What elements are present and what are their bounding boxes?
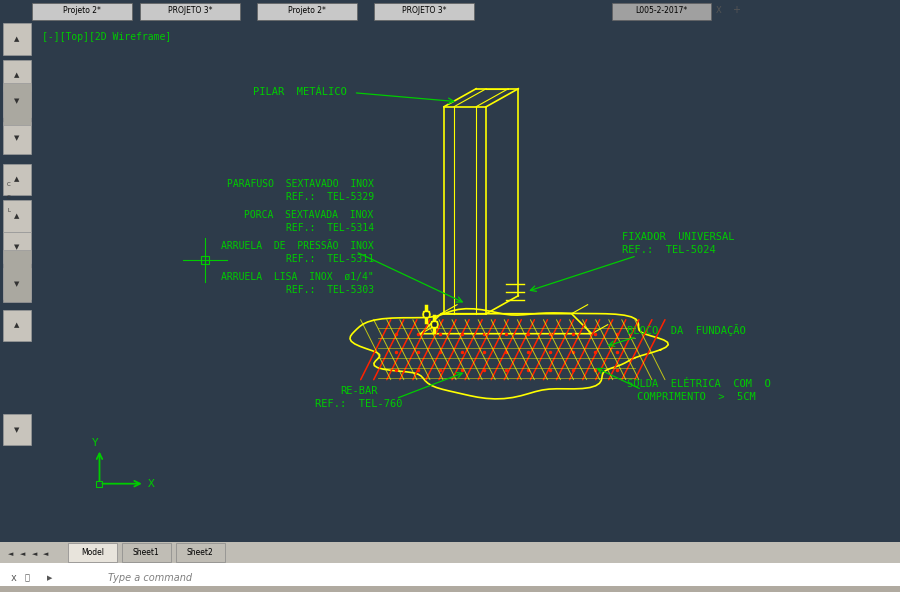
Text: ▲: ▲: [14, 176, 20, 182]
Text: X: X: [716, 6, 721, 15]
Text: ◄: ◄: [20, 551, 25, 557]
Text: ▼: ▼: [14, 281, 20, 287]
Bar: [0, 564, 900, 592]
Text: [-][Top][2D Wireframe]: [-][Top][2D Wireframe]: [42, 32, 172, 41]
Text: PORCA  SEXTAVADA  INOX: PORCA SEXTAVADA INOX: [245, 210, 374, 220]
Text: RE-BAR: RE-BAR: [340, 386, 378, 395]
Text: PROJETO 3*: PROJETO 3*: [167, 6, 212, 15]
Text: ▲: ▲: [14, 36, 20, 42]
Text: Sheet1: Sheet1: [133, 548, 159, 557]
Bar: [4, 268, 31, 300]
Text: ARRUELA  LISA  INOX  ø1/4": ARRUELA LISA INOX ø1/4": [220, 272, 374, 282]
Text: ◄: ◄: [8, 551, 14, 557]
Bar: [4, 83, 31, 125]
Text: Type a command: Type a command: [108, 573, 192, 583]
Text: Sheet2: Sheet2: [187, 548, 213, 557]
Bar: [4, 86, 31, 117]
Text: PARAFUSO  SEXTAVADO  INOX: PARAFUSO SEXTAVADO INOX: [227, 179, 374, 189]
FancyBboxPatch shape: [612, 3, 711, 20]
Bar: [4, 164, 31, 195]
FancyBboxPatch shape: [122, 543, 171, 562]
Text: ▼: ▼: [14, 98, 20, 104]
Bar: [4, 231, 31, 263]
Text: Projeto 2*: Projeto 2*: [63, 6, 101, 15]
Bar: [0, 586, 900, 592]
Text: REF.:  TEL-5329: REF.: TEL-5329: [285, 192, 374, 202]
Bar: [201, 256, 209, 263]
FancyBboxPatch shape: [140, 3, 240, 20]
Text: REF.:  TEL-5311: REF.: TEL-5311: [285, 254, 374, 263]
Text: C: C: [6, 182, 11, 187]
Bar: [96, 481, 103, 487]
Text: PROJETO 3*: PROJETO 3*: [401, 6, 446, 15]
Text: REF.:  TEL-5303: REF.: TEL-5303: [285, 285, 374, 295]
FancyBboxPatch shape: [176, 543, 225, 562]
Text: PILAR  METÁLICO: PILAR METÁLICO: [253, 86, 346, 96]
Text: BLOCO  DA  FUNDAÇÃO: BLOCO DA FUNDAÇÃO: [626, 324, 745, 336]
FancyBboxPatch shape: [256, 3, 357, 20]
Bar: [4, 123, 31, 153]
Text: ▼: ▼: [14, 244, 20, 250]
Text: Model: Model: [81, 548, 104, 557]
Text: ◄: ◄: [43, 551, 49, 557]
Text: ▲: ▲: [14, 72, 20, 78]
Bar: [4, 414, 31, 445]
Text: COMPRIMENTO  >  5CM: COMPRIMENTO > 5CM: [637, 392, 756, 402]
Text: ◄: ◄: [32, 551, 37, 557]
Text: L: L: [7, 208, 10, 213]
FancyBboxPatch shape: [68, 543, 117, 562]
Text: REF.:  TEL-760: REF.: TEL-760: [315, 398, 403, 408]
Text: REF.:  TEL-5024: REF.: TEL-5024: [622, 244, 716, 255]
Text: C: C: [6, 195, 11, 200]
FancyBboxPatch shape: [374, 3, 474, 20]
Text: Y: Y: [92, 437, 98, 448]
Bar: [0, 542, 900, 563]
Bar: [4, 23, 31, 54]
Text: ▶: ▶: [47, 575, 52, 581]
Text: Projeto 2*: Projeto 2*: [288, 6, 326, 15]
Text: ARRUELA  DE  PRESSÃO  INOX: ARRUELA DE PRESSÃO INOX: [220, 241, 374, 250]
Text: ▲: ▲: [14, 323, 20, 329]
Bar: [4, 250, 31, 302]
Text: 🔧: 🔧: [24, 574, 30, 583]
Text: x: x: [11, 573, 16, 583]
Text: SOLDA  ELÉTRICA  COM  O: SOLDA ELÉTRICA COM O: [626, 379, 770, 389]
Text: FIXADOR  UNIVERSAL: FIXADOR UNIVERSAL: [622, 231, 734, 242]
Bar: [4, 201, 31, 231]
Text: ▼: ▼: [14, 135, 20, 141]
Text: ▲: ▲: [14, 213, 20, 219]
Text: +: +: [733, 5, 740, 15]
Bar: [4, 310, 31, 341]
Text: REF.:  TEL-5314: REF.: TEL-5314: [285, 223, 374, 233]
Text: ▼: ▼: [14, 427, 20, 433]
Text: L005-2-2017*: L005-2-2017*: [635, 6, 688, 15]
Text: X: X: [148, 479, 155, 488]
FancyBboxPatch shape: [32, 3, 132, 20]
Bar: [4, 60, 31, 91]
